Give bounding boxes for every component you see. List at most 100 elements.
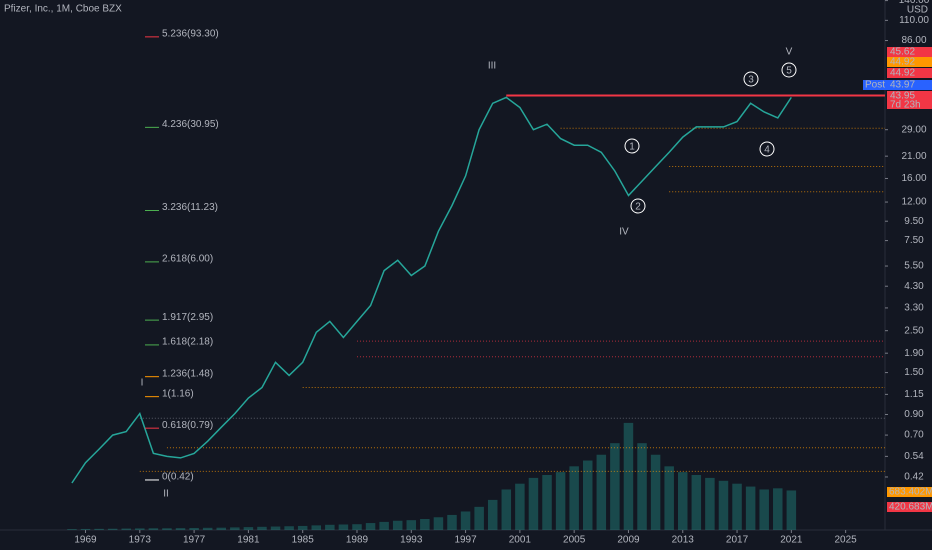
x-tick-label: 1985 [292, 535, 315, 546]
fib-label: 5.236(93.30) [162, 29, 219, 40]
y-tick-label: 0.90 [904, 409, 924, 420]
price-badge [887, 68, 932, 78]
x-tick-label: 1989 [346, 535, 369, 546]
volume-bar [420, 519, 430, 530]
wave-label: I [141, 378, 144, 389]
volume-bar [447, 514, 457, 530]
fib-label: 1(1.16) [162, 388, 194, 399]
y-tick-label: 5.50 [904, 261, 924, 272]
volume-bar [460, 511, 471, 530]
volume-bar [80, 528, 91, 530]
y-tick-label: 21.00 [901, 151, 926, 162]
x-tick-label: 2001 [509, 535, 532, 546]
volume-bar [745, 486, 756, 530]
volume-bar [148, 528, 159, 530]
volume-bar [189, 527, 199, 530]
y-tick-label: 12.00 [901, 197, 926, 208]
volume-bar [637, 443, 647, 530]
volume-bar [705, 477, 715, 530]
y-tick-label: 110.00 [899, 15, 929, 26]
volume-bar [773, 488, 783, 530]
price-badge [887, 80, 932, 90]
volume-bar [94, 528, 104, 530]
wave-circle [630, 198, 646, 214]
volume-bar [474, 506, 484, 530]
volume-bar [487, 499, 498, 530]
volume-badge [887, 487, 932, 497]
volume-bar [542, 475, 552, 530]
y-tick-label: 29.00 [901, 124, 926, 135]
volume-bar [325, 524, 335, 530]
volume-bar [718, 480, 729, 530]
volume-bar [501, 489, 512, 530]
wave-circle [759, 141, 775, 157]
price-line [71, 96, 792, 484]
volume-bar [379, 521, 389, 530]
volume-bar [691, 475, 702, 530]
volume-bar [297, 525, 308, 530]
sub-wave-label: 2 [635, 202, 641, 213]
y-tick-label: 0.70 [904, 430, 924, 441]
x-tick-label: 2013 [672, 535, 695, 546]
volume-bar [786, 490, 797, 530]
volume-bar [243, 527, 254, 530]
volume-bar [284, 526, 294, 530]
volume-bar [338, 524, 349, 530]
x-tick-label: 2009 [617, 535, 640, 546]
fib-label: 4.236(30.95) [162, 119, 219, 130]
x-tick-label: 2005 [563, 535, 586, 546]
post-tag [863, 80, 887, 90]
x-tick-label: 2017 [726, 535, 749, 546]
price-badge-label: 43.95 [890, 91, 915, 102]
volume-badge-label: 420.683M [889, 502, 932, 513]
volume-bar [311, 525, 322, 530]
x-tick-label: 1977 [183, 535, 206, 546]
y-tick-label: 1.15 [904, 389, 924, 400]
price-badge [887, 47, 932, 57]
x-tick-label: 1997 [454, 535, 477, 546]
y-tick-label: 1.50 [904, 367, 924, 378]
y-tick-label: 4.30 [904, 281, 924, 292]
volume-bar [352, 524, 362, 530]
y-tick-label: 140.00 [899, 0, 930, 6]
sub-wave-label: 3 [748, 75, 754, 86]
wave-label: III [488, 61, 496, 72]
volume-bar [582, 460, 593, 530]
volume-bar [67, 529, 77, 530]
volume-bar [202, 527, 213, 530]
volume-badge-label: 683.402M [889, 487, 932, 498]
volume-bar [392, 520, 403, 530]
wave-label: IV [619, 227, 629, 238]
x-tick-label: 2025 [835, 535, 858, 546]
y-tick-label: 86.00 [901, 35, 926, 46]
price-badge-label: 43.97 [890, 80, 915, 91]
wave-label: II [163, 489, 169, 500]
volume-bar [257, 526, 267, 530]
y-tick-label: 7.50 [904, 235, 924, 246]
volume-bar [216, 527, 227, 530]
fib-label: 0.618(0.79) [162, 420, 213, 431]
volume-bar [107, 528, 118, 530]
volume-bar [732, 483, 742, 530]
volume-bar [270, 526, 281, 530]
volume-bar [121, 528, 131, 530]
volume-bar [515, 483, 525, 530]
volume-bar [230, 527, 240, 530]
x-tick-label: 2021 [780, 535, 803, 546]
y-tick-label: 3.30 [904, 303, 924, 314]
volume-badge [887, 502, 932, 512]
y-tick-label: 2.50 [904, 325, 924, 336]
price-badge-label: 45.62 [890, 47, 915, 58]
volume-bar [678, 472, 688, 530]
volume-bar [664, 466, 674, 530]
volume-bar [650, 454, 661, 530]
wave-label: V [786, 47, 793, 58]
volume-bar [406, 520, 417, 530]
volume-bar [569, 466, 579, 530]
volume-bar [162, 528, 172, 530]
price-badge [887, 57, 932, 67]
price-badge-note: 7d 23h [890, 100, 921, 111]
